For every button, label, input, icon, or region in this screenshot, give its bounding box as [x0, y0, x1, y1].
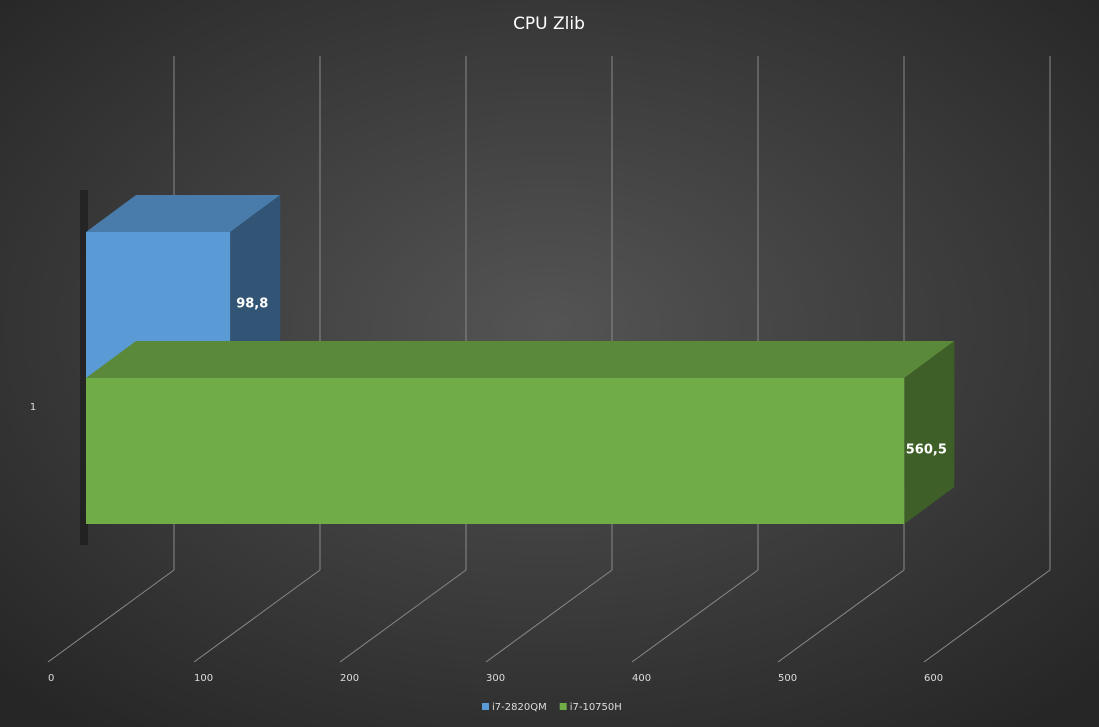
grid-line — [47, 569, 175, 663]
bar-shadow — [80, 190, 88, 545]
legend-label: i7-2820QM — [492, 702, 547, 713]
legend-swatch — [482, 703, 489, 710]
bar-top — [86, 195, 281, 232]
grid-line — [485, 569, 613, 663]
grid-line — [339, 569, 467, 663]
grid-line — [631, 569, 759, 663]
x-tick-label: 0 — [48, 673, 54, 684]
grid-line — [923, 569, 1051, 663]
chart-title: CPU Zlib — [513, 14, 585, 34]
legend-label: i7-10750H — [570, 702, 622, 713]
x-tick-label: 200 — [340, 673, 359, 684]
bar-front — [86, 378, 905, 524]
grid-line — [193, 569, 321, 663]
bar-side — [230, 195, 281, 378]
bar-top — [86, 341, 955, 378]
x-tick-label: 100 — [194, 673, 213, 684]
x-tick-label: 500 — [778, 673, 797, 684]
x-tick-label: 600 — [924, 673, 943, 684]
data-label: 98,8 — [236, 297, 268, 312]
x-tick-label: 300 — [486, 673, 505, 684]
x-tick-label: 400 — [632, 673, 651, 684]
legend-swatch — [559, 703, 567, 710]
data-label: 560,5 — [906, 443, 947, 458]
bar-side — [904, 341, 955, 524]
grid-line — [777, 569, 905, 663]
y-tick-label: 1 — [30, 402, 36, 413]
